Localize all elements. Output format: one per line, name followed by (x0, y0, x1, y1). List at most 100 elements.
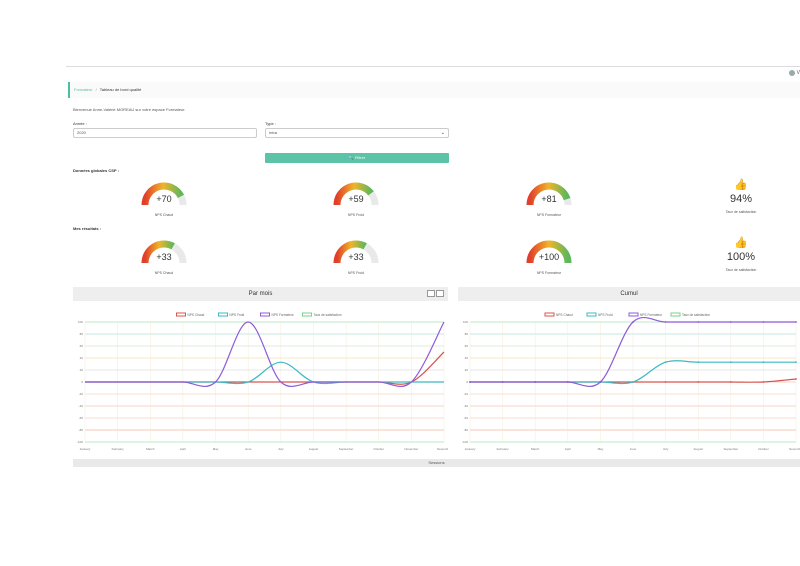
data-point (795, 321, 797, 323)
global-satisfaction: 👍 94% Taux de satisfaction (711, 178, 771, 222)
type-select[interactable]: Intra ⌄ (265, 128, 449, 138)
data-point (566, 381, 569, 383)
gauge-label: NPS Froid (347, 271, 365, 275)
y-tick-label: -40 (79, 404, 84, 408)
satisfaction-label: Taux de satisfaction (725, 210, 757, 214)
legend-label[interactable]: NPS Chaud (188, 313, 205, 317)
data-point (697, 321, 700, 323)
chart-legend: NPS Chaud NPS Froid NPS Formateur Taux de s… (176, 312, 342, 317)
x-tick-label: January (465, 447, 476, 451)
gauge-global-2: +81 NPS Formateur (519, 178, 579, 222)
y-tick-label: -60 (79, 416, 84, 420)
y-tick-label: -40 (464, 404, 469, 408)
welcome-text: Bienvenue Anne-Valérie MOREAU sur votre … (73, 107, 186, 112)
gauge-fill (526, 182, 571, 206)
legend-swatch[interactable] (302, 312, 312, 317)
gauge-label: NPS Formateur (536, 271, 562, 275)
legend-swatch[interactable] (176, 312, 186, 317)
legend-label[interactable]: Taux de satisfaction (314, 313, 342, 317)
legend-label[interactable]: NPS Froid (598, 313, 613, 317)
satisfaction-value: 100% (726, 251, 756, 263)
series-line (85, 321, 445, 387)
y-tick-label: 60 (80, 344, 84, 348)
y-tick-label: 100 (78, 320, 83, 324)
chevron-down-icon: ⌄ (440, 130, 445, 136)
breadcrumb-current: Tableau de bord qualité (99, 87, 142, 92)
sessions-bar: Sessions (73, 459, 800, 467)
data-point (697, 381, 700, 383)
legend-label[interactable]: NPS Formateur (272, 313, 295, 317)
gauge-mine-2-svg (526, 240, 572, 264)
gauge-fill (141, 182, 185, 206)
data-point (632, 381, 634, 383)
year-input[interactable]: 2020 (73, 128, 257, 138)
x-tick-label: March (531, 447, 540, 451)
chart-view-icon[interactable] (436, 290, 444, 297)
cumul-panel-title: Cumul (620, 291, 638, 297)
y-tick-label: -20 (464, 392, 469, 396)
satisfaction-value: 94% (729, 193, 753, 205)
thumbs-up-icon: 👍 (734, 237, 748, 249)
cumul-chart: NPS Chaud NPS Froid NPS Formateur Taux de s… (458, 309, 800, 454)
y-tick-label: -20 (79, 392, 84, 396)
type-value: Intra (269, 130, 278, 135)
gauge-fill (141, 240, 175, 264)
my-satisfaction: 👍 100% Taux de satisfaction (711, 236, 771, 280)
series-line (85, 361, 444, 385)
filter-button[interactable]: 🔍 Filtrer (265, 153, 449, 163)
data-point (762, 381, 765, 383)
legend-swatch[interactable] (586, 312, 597, 317)
legend-swatch[interactable] (218, 312, 228, 317)
x-tick-label: January (80, 447, 91, 451)
x-tick-label: February (497, 447, 510, 451)
panel-tools (427, 290, 444, 297)
x-tick-label: April (565, 447, 571, 451)
legend-label[interactable]: Taux de satisfaction (682, 313, 710, 317)
y-tick-label: 80 (465, 332, 469, 336)
my-results-title: Mes résultats : (73, 226, 102, 231)
data-point (762, 321, 765, 323)
y-tick-label: 80 (80, 332, 84, 336)
x-tick-label: September (723, 447, 738, 451)
y-tick-label: -80 (464, 428, 469, 432)
legend-swatch[interactable] (260, 312, 270, 317)
x-tick-label: June (245, 447, 252, 451)
gauge-global-0-svg (141, 182, 187, 206)
breadcrumb-link[interactable]: Formateur (74, 87, 93, 92)
data-point (501, 381, 504, 383)
x-tick-label: October (373, 447, 384, 451)
gauge-value: +33 (348, 252, 364, 262)
x-tick-label: June (630, 447, 637, 451)
legend-label[interactable]: NPS Formateur (640, 313, 663, 317)
legend-swatch[interactable] (628, 312, 639, 317)
legend-swatch[interactable] (670, 312, 681, 317)
y-tick-label: -60 (464, 416, 469, 420)
data-point (729, 361, 732, 364)
data-point (762, 361, 765, 364)
user-menu[interactable]: V (788, 70, 800, 76)
user-initial: V (796, 70, 800, 76)
y-tick-label: 20 (80, 368, 84, 372)
data-point (599, 381, 602, 383)
x-tick-label: May (213, 447, 219, 451)
cumul-panel-header: Cumul (458, 287, 800, 301)
breadcrumb-separator: / (95, 87, 97, 92)
gauge-label: NPS Chaud (154, 271, 174, 275)
gauge-value: +81 (541, 194, 557, 204)
x-tick-label: August (694, 447, 704, 451)
y-tick-label: 40 (465, 356, 469, 360)
gauge-fill (526, 240, 572, 264)
y-tick-label: 40 (80, 356, 84, 360)
legend-label[interactable]: NPS Chaud (556, 313, 573, 317)
gauge-global-2-svg (526, 182, 572, 206)
x-tick-label: July (663, 447, 669, 451)
legend-label[interactable]: NPS Froid (230, 313, 245, 317)
monthly-chart-svg: NPS Chaud NPS Froid NPS Formateur Taux de s… (77, 312, 451, 451)
monthly-panel-title: Par mois (248, 291, 273, 297)
x-tick-label: September (339, 447, 354, 451)
series-line (85, 351, 445, 385)
cumul-chart-svg: NPS Chaud NPS Froid NPS Formateur Taux de s… (462, 312, 800, 451)
gauge-label: NPS Formateur (536, 213, 562, 217)
legend-swatch[interactable] (544, 312, 555, 317)
table-view-icon[interactable] (427, 290, 435, 297)
